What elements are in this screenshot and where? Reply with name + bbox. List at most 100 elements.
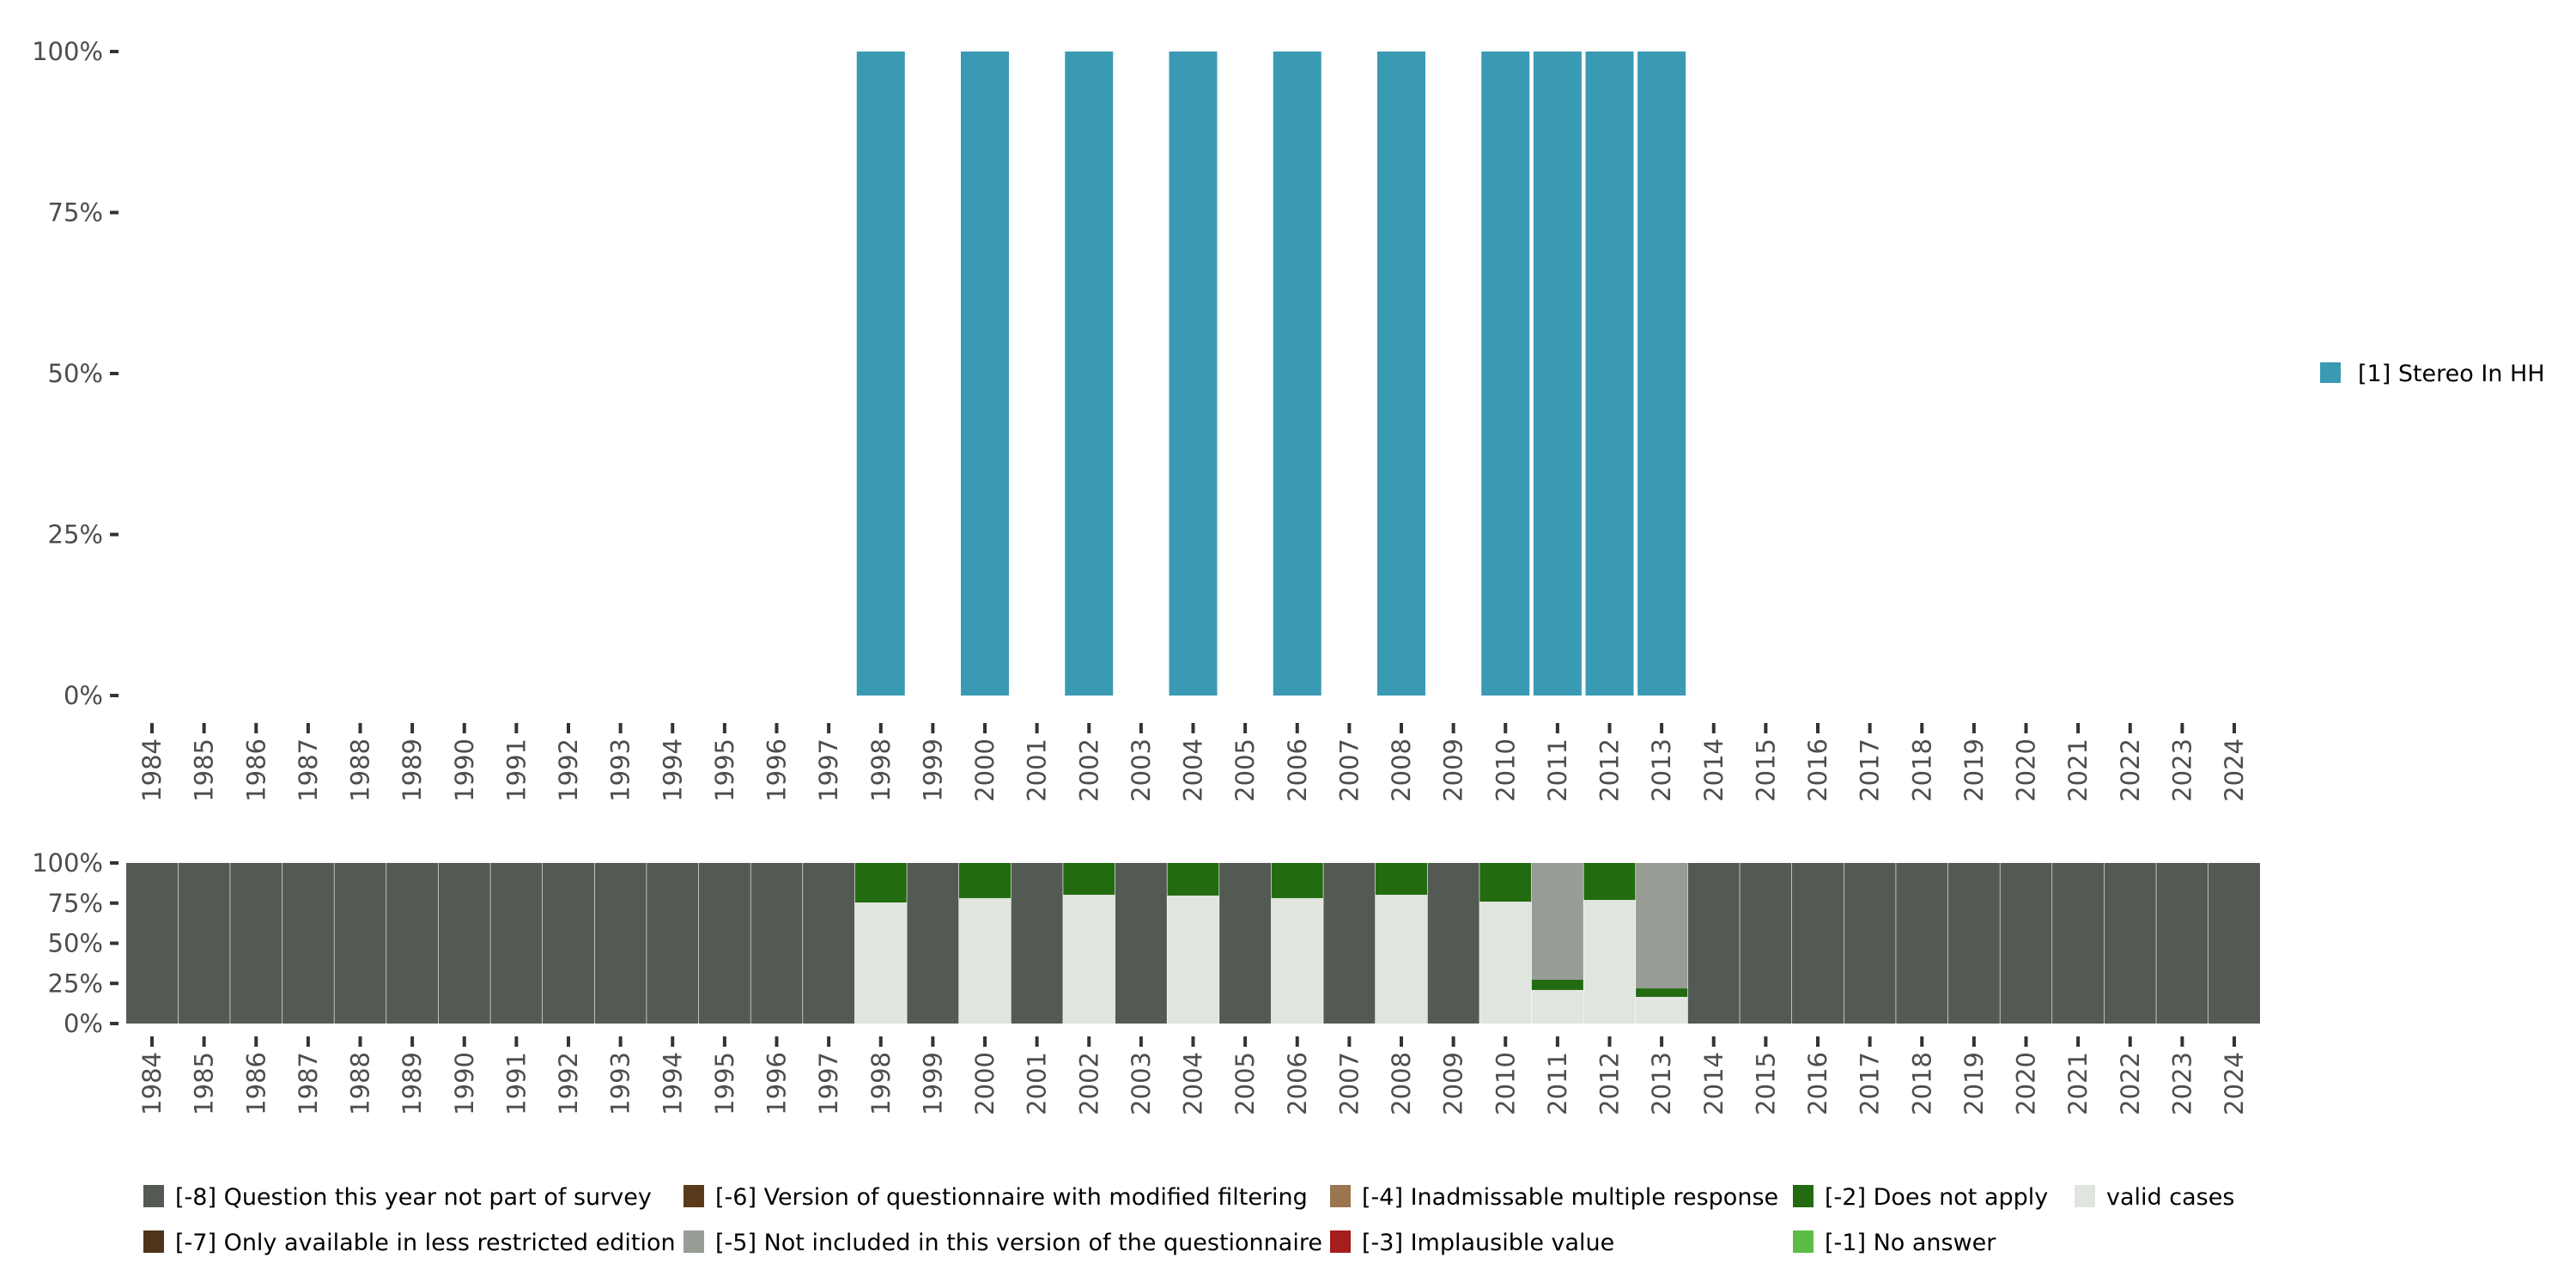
bar-segment-2001--8 bbox=[1011, 863, 1063, 1024]
x-tick-label: 2017 bbox=[1856, 738, 1885, 802]
x-tick-label: 1993 bbox=[606, 738, 635, 802]
bar-segment-2000-valid bbox=[959, 897, 1011, 1024]
x-tick-label: 2020 bbox=[2012, 1052, 2041, 1115]
bar-segment-1986--8 bbox=[230, 863, 283, 1024]
bar-segment-1998--2 bbox=[854, 863, 907, 903]
bar-segment-2004--2 bbox=[1167, 863, 1219, 896]
x-tick-label: 2019 bbox=[1959, 738, 1989, 802]
x-tick-label: 2011 bbox=[1543, 738, 1572, 802]
x-tick-label: 1996 bbox=[762, 1052, 792, 1115]
bar-segment-1998-valid bbox=[854, 902, 907, 1024]
legend-swatch--3 bbox=[1330, 1230, 1351, 1253]
x-tick-label: 2014 bbox=[1699, 738, 1728, 802]
x-tick-label: 2003 bbox=[1127, 1052, 1156, 1115]
legend-label--6: [-6] Version of questionnaire with modif… bbox=[715, 1184, 1308, 1211]
x-tick-label: 2017 bbox=[1856, 1052, 1885, 1115]
bar-segment-1997--8 bbox=[803, 863, 855, 1024]
x-tick-label: 2016 bbox=[1803, 738, 1832, 802]
x-tick-label: 2022 bbox=[2116, 738, 2145, 802]
bar-segment-2011--2 bbox=[1531, 979, 1583, 990]
legend-swatch-valid bbox=[2075, 1185, 2095, 1207]
x-tick-label: 2007 bbox=[1334, 1052, 1364, 1115]
bar-segment-2012--2 bbox=[1583, 863, 1636, 901]
x-tick-label: 2008 bbox=[1387, 1052, 1416, 1115]
x-tick-label: 1997 bbox=[814, 1052, 843, 1115]
bar-2011 bbox=[1533, 52, 1582, 696]
bar-segment-1991--8 bbox=[490, 863, 543, 1024]
x-tick-label: 1985 bbox=[190, 738, 219, 802]
x-tick-label: 1991 bbox=[501, 738, 531, 802]
bar-segment-2004-valid bbox=[1167, 895, 1219, 1024]
x-tick-label: 2005 bbox=[1230, 1052, 1260, 1115]
legend-label--4: [-4] Inadmissable multiple response bbox=[1362, 1184, 1778, 1211]
x-tick-label: 1984 bbox=[137, 738, 167, 802]
bar-segment-2005--8 bbox=[1219, 863, 1272, 1024]
x-tick-label: 1994 bbox=[658, 738, 687, 802]
bar-segment-2013-valid bbox=[1636, 996, 1688, 1024]
x-tick-label: 1998 bbox=[866, 738, 896, 802]
y-tick-label: 25% bbox=[48, 969, 103, 998]
x-tick-label: 2008 bbox=[1387, 738, 1416, 802]
x-tick-label: 2002 bbox=[1074, 1052, 1103, 1115]
bar-segment-2015--8 bbox=[1740, 863, 1792, 1024]
x-tick-label: 1990 bbox=[450, 738, 479, 802]
bar-segment-1988--8 bbox=[334, 863, 386, 1024]
y-tick-label: 25% bbox=[48, 520, 103, 550]
x-tick-label: 2000 bbox=[970, 1052, 999, 1115]
x-tick-label: 1992 bbox=[554, 738, 583, 802]
legend-swatch--1 bbox=[1793, 1230, 1814, 1253]
x-tick-label: 2007 bbox=[1334, 738, 1364, 802]
x-tick-label: 2012 bbox=[1595, 1052, 1625, 1115]
x-tick-label: 1985 bbox=[190, 1052, 219, 1115]
bar-segment-2010--2 bbox=[1479, 863, 1532, 902]
x-tick-label: 2006 bbox=[1283, 738, 1312, 802]
bar-segment-2021--8 bbox=[2052, 863, 2105, 1024]
bar-segment-2003--8 bbox=[1115, 863, 1167, 1024]
bar-segment-2013--5 bbox=[1636, 863, 1688, 989]
x-tick-label: 1992 bbox=[554, 1052, 583, 1115]
legend-label--1: [-1] No answer bbox=[1825, 1230, 1996, 1256]
y-tick-label: 50% bbox=[48, 929, 103, 958]
x-tick-label: 2023 bbox=[2167, 738, 2196, 802]
bar-segment-2024--8 bbox=[2208, 863, 2260, 1024]
x-tick-label: 2021 bbox=[2063, 738, 2093, 802]
bar-segment-2019--8 bbox=[1947, 863, 2000, 1024]
x-tick-label: 2013 bbox=[1647, 738, 1676, 802]
bar-segment-2011-valid bbox=[1531, 989, 1583, 1024]
x-tick-label: 1987 bbox=[294, 738, 323, 802]
x-tick-label: 1984 bbox=[137, 1052, 167, 1115]
x-tick-label: 2003 bbox=[1127, 738, 1156, 802]
bar-2006 bbox=[1273, 52, 1321, 696]
bar-segment-2010-valid bbox=[1479, 902, 1532, 1024]
x-tick-label: 1998 bbox=[866, 1052, 896, 1115]
legend-swatch--6 bbox=[683, 1185, 704, 1207]
bar-segment-2008-valid bbox=[1376, 895, 1427, 1024]
bar-segment-2011--5 bbox=[1531, 863, 1583, 980]
bar-segment-2002--2 bbox=[1063, 863, 1115, 896]
x-tick-label: 1991 bbox=[501, 1052, 531, 1115]
legend-label--7: [-7] Only available in less restricted e… bbox=[175, 1230, 676, 1256]
x-tick-label: 2024 bbox=[2220, 738, 2249, 802]
x-tick-label: 2013 bbox=[1647, 1052, 1676, 1115]
bar-segment-2020--8 bbox=[2000, 863, 2052, 1024]
x-tick-label: 1996 bbox=[762, 738, 792, 802]
x-tick-label: 1995 bbox=[710, 1052, 739, 1115]
bar-2002 bbox=[1065, 52, 1114, 696]
bar-2012 bbox=[1585, 52, 1634, 696]
x-tick-label: 2005 bbox=[1230, 738, 1260, 802]
y-tick-label: 0% bbox=[64, 681, 103, 710]
x-tick-label: 2001 bbox=[1023, 1052, 1052, 1115]
bar-segment-2022--8 bbox=[2104, 863, 2156, 1024]
legend-swatch-stereo bbox=[2320, 362, 2341, 383]
bar-segment-1994--8 bbox=[647, 863, 699, 1024]
bar-segment-1984--8 bbox=[126, 863, 178, 1024]
legend-label--5: [-5] Not included in this version of the… bbox=[715, 1230, 1322, 1256]
x-tick-label: 2022 bbox=[2116, 1052, 2145, 1115]
legend-swatch--8 bbox=[143, 1185, 164, 1207]
x-tick-label: 2012 bbox=[1595, 738, 1625, 802]
legend-label--2: [-2] Does not apply bbox=[1825, 1184, 2048, 1211]
x-tick-label: 2018 bbox=[1907, 1052, 1936, 1115]
bar-segment-2014--8 bbox=[1687, 863, 1740, 1024]
bar-segment-1990--8 bbox=[438, 863, 490, 1024]
legend-swatch--2 bbox=[1793, 1185, 1814, 1207]
